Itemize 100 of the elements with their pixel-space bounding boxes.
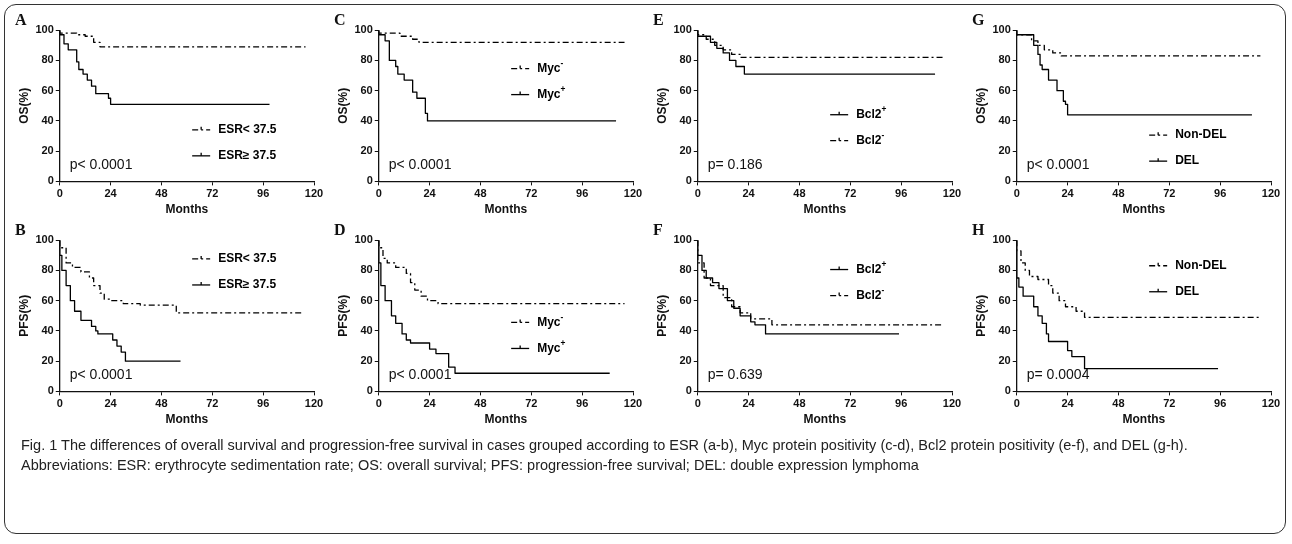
x-tick-label: 96 [257, 397, 270, 410]
x-tick-label: 96 [1214, 397, 1227, 410]
x-tick-label: 48 [1112, 187, 1125, 200]
x-tick-label: 48 [793, 397, 806, 410]
x-tick-label: 120 [942, 187, 962, 200]
annotation: p< 0.0001 [69, 156, 133, 173]
legend-label: DEL [1175, 284, 1200, 299]
y-axis-title: PFS(%) [654, 294, 669, 337]
x-tick-label: 96 [895, 187, 908, 200]
y-tick-label: 100 [992, 233, 1011, 246]
y-tick-label: 80 [679, 263, 692, 276]
x-tick-label: 48 [474, 187, 487, 200]
chart-title: D [334, 220, 346, 238]
x-tick-label: 48 [793, 187, 806, 200]
y-tick-label: 80 [679, 53, 692, 66]
y-tick-label: 0 [1004, 174, 1011, 187]
x-axis-title: Months [1122, 202, 1166, 217]
legend-label: ESR< 37.5 [218, 251, 277, 266]
x-tick-label: 24 [1061, 397, 1075, 410]
x-tick-label: 24 [742, 187, 756, 200]
y-tick-label: 20 [41, 144, 54, 157]
x-tick-label: 24 [742, 397, 756, 410]
x-tick-label: 48 [155, 397, 168, 410]
x-tick-label: 72 [1163, 187, 1176, 200]
annotation: p< 0.0001 [388, 156, 452, 173]
y-tick-label: 0 [685, 384, 692, 397]
legend-label: Myc+ [537, 337, 566, 355]
x-tick-label: 96 [576, 397, 589, 410]
y-tick-label: 40 [998, 113, 1011, 126]
y-axis-title: OS(%) [335, 87, 350, 124]
y-tick-label: 20 [41, 354, 54, 367]
x-tick-label: 24 [1061, 187, 1075, 200]
y-tick-label: 60 [41, 293, 54, 306]
x-tick-label: 72 [206, 187, 219, 200]
legend-label: Bcl2+ [856, 104, 887, 122]
legend-label: Non-DEL [1175, 258, 1227, 273]
x-tick-label: 0 [375, 187, 382, 200]
x-tick-label: 96 [1214, 187, 1227, 200]
y-tick-label: 80 [360, 53, 373, 66]
y-tick-label: 40 [360, 113, 373, 126]
x-tick-label: 120 [304, 187, 324, 200]
x-axis-title: Months [484, 202, 528, 217]
caption: Fig. 1 The differences of overall survival and progression-free survival in cases grouped according to ESR (a-b), Myc protein positivity (c-d), Bcl2 protein positivity (e-f), and DEL (g-h). Abbreviations: ESR: erythrocyte sedimentation rate; OS: overall survival; PFS: progression-free survival; DEL: double expression lymphoma [21, 436, 1189, 475]
y-tick-label: 40 [679, 113, 692, 126]
annotation: p< 0.0001 [69, 366, 133, 383]
y-tick-label: 80 [998, 263, 1011, 276]
y-tick-label: 60 [998, 293, 1011, 306]
x-axis-title: Months [165, 412, 209, 427]
y-tick-label: 100 [673, 233, 692, 246]
x-tick-label: 0 [1013, 397, 1020, 410]
y-tick-label: 20 [998, 144, 1011, 157]
x-tick-label: 72 [1163, 397, 1176, 410]
x-tick-label: 72 [525, 397, 538, 410]
legend-label: Myc- [537, 311, 564, 329]
y-tick-label: 0 [47, 384, 54, 397]
y-axis-title: PFS(%) [16, 294, 31, 337]
chart-title: H [972, 220, 985, 238]
legend-label: ESR< 37.5 [218, 122, 277, 137]
x-tick-label: 72 [525, 187, 538, 200]
x-tick-label: 120 [942, 397, 962, 410]
x-tick-label: 48 [474, 397, 487, 410]
legend-label: Bcl2- [856, 130, 885, 148]
y-axis-title: OS(%) [973, 87, 988, 124]
y-tick-label: 100 [35, 23, 54, 36]
x-tick-label: 72 [206, 397, 219, 410]
x-tick-label: 72 [844, 187, 857, 200]
x-tick-label: 24 [423, 397, 437, 410]
x-tick-label: 96 [895, 397, 908, 410]
x-tick-label: 0 [56, 397, 63, 410]
y-tick-label: 20 [360, 354, 373, 367]
y-tick-label: 40 [360, 323, 373, 336]
x-tick-label: 48 [155, 187, 168, 200]
x-tick-label: 0 [694, 397, 701, 410]
chart-title: B [15, 220, 26, 238]
annotation: p= 0.0004 [1026, 366, 1090, 383]
y-tick-label: 40 [41, 323, 54, 336]
x-axis-title: Months [1122, 412, 1166, 427]
x-tick-label: 24 [423, 187, 437, 200]
legend-label: Myc+ [537, 84, 566, 101]
legend-label: ESR≥ 37.5 [218, 148, 277, 163]
y-tick-label: 0 [685, 174, 692, 187]
x-axis-title: Months [165, 202, 209, 217]
x-tick-label: 0 [694, 187, 701, 200]
legend-label: ESR≥ 37.5 [218, 277, 277, 292]
legend-label: Bcl2+ [856, 259, 887, 276]
x-tick-label: 0 [1013, 187, 1020, 200]
y-tick-label: 100 [673, 23, 692, 36]
x-tick-label: 96 [257, 187, 270, 200]
y-axis-title: OS(%) [16, 87, 31, 124]
y-tick-label: 0 [1004, 384, 1011, 397]
y-tick-label: 60 [41, 83, 54, 96]
y-tick-label: 40 [679, 323, 692, 336]
y-tick-label: 100 [992, 23, 1011, 36]
y-tick-label: 40 [998, 323, 1011, 336]
x-tick-label: 120 [623, 397, 643, 410]
x-tick-label: 96 [576, 187, 589, 200]
y-tick-label: 20 [998, 354, 1011, 367]
y-tick-label: 100 [354, 23, 373, 36]
x-axis-title: Months [803, 412, 847, 427]
x-axis-title: Months [484, 412, 528, 427]
